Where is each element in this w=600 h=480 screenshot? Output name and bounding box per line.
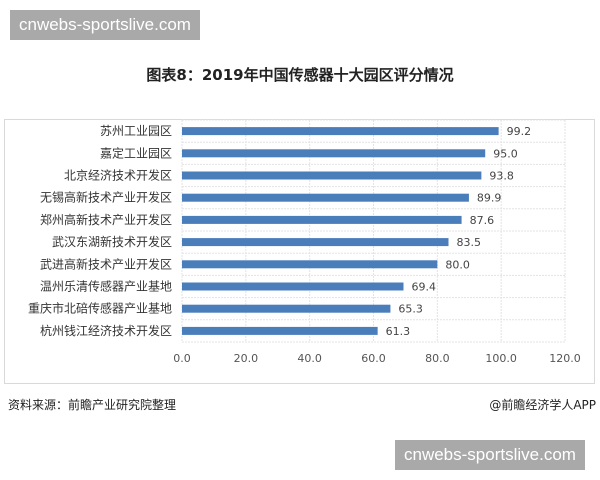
category-label: 温州乐清传感器产业基地	[40, 279, 172, 294]
category-label: 无锡高新技术产业开发区	[40, 190, 172, 205]
bar	[182, 282, 404, 291]
category-label: 嘉定工业园区	[100, 145, 172, 160]
data-label: 80.0	[445, 258, 470, 271]
x-tick-label: 80.0	[425, 352, 450, 365]
data-label: 95.0	[493, 147, 518, 160]
bar	[182, 304, 391, 313]
bar	[182, 127, 499, 136]
category-label: 郑州高新技术产业开发区	[40, 212, 172, 227]
data-label: 61.3	[386, 325, 411, 338]
category-label: 北京经济技术开发区	[64, 168, 172, 183]
data-label: 87.6	[470, 214, 495, 227]
source-note: 资料来源：前瞻产业研究院整理	[8, 398, 177, 412]
x-tick-label: 60.0	[361, 352, 386, 365]
data-label: 83.5	[457, 236, 482, 249]
bar	[182, 193, 469, 202]
data-label: 99.2	[507, 125, 532, 138]
category-label: 武进高新技术产业开发区	[40, 256, 172, 271]
bar	[182, 171, 482, 180]
bar	[182, 215, 462, 224]
category-label: 重庆市北碚传感器产业基地	[28, 301, 172, 316]
data-label: 65.3	[398, 303, 423, 316]
credit-note: @前瞻经济学人APP	[489, 398, 596, 412]
bar	[182, 149, 486, 158]
x-tick-label: 20.0	[234, 352, 259, 365]
data-label: 89.9	[477, 192, 502, 205]
bar	[182, 260, 438, 269]
category-label: 杭州钱江经济技术开发区	[40, 323, 172, 338]
watermark-top: cnwebs-sportslive.com	[10, 10, 200, 40]
x-tick-label: 120.0	[549, 352, 581, 365]
watermark-bottom: cnwebs-sportslive.com	[395, 440, 585, 470]
data-label: 93.8	[489, 170, 513, 183]
bar	[182, 326, 378, 335]
category-label: 苏州工业园区	[100, 124, 172, 138]
bar	[182, 238, 449, 247]
category-label: 武汉东湖新技术开发区	[52, 234, 172, 249]
x-tick-label: 100.0	[485, 352, 517, 365]
data-label: 69.4	[412, 281, 437, 294]
chart-title: 图表8：2019年中国传感器十大园区评分情况	[146, 66, 454, 84]
x-tick-label: 40.0	[297, 352, 322, 365]
x-tick-label: 0.0	[173, 352, 191, 365]
